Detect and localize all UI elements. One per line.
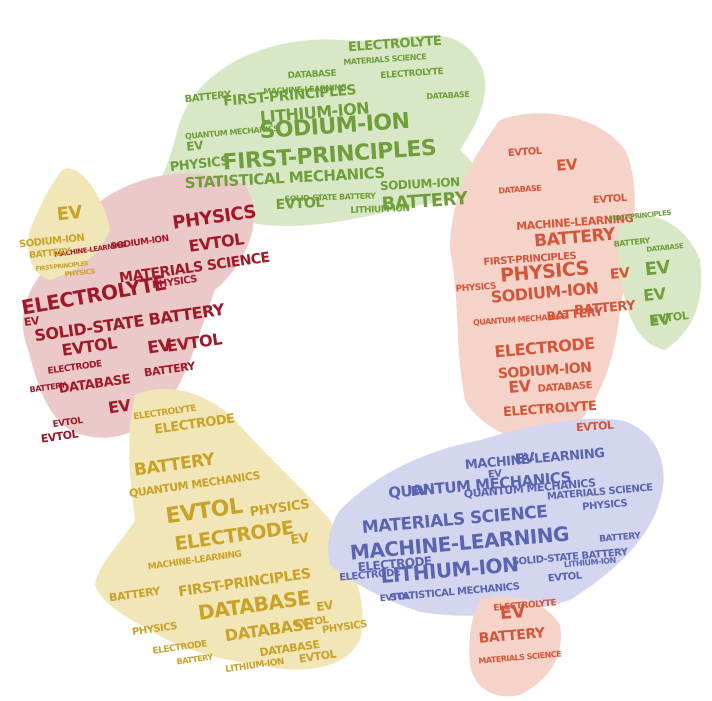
hand-shape-right <box>450 113 635 443</box>
word-right-15: Electrolyte <box>503 399 597 420</box>
hand-shape-top <box>160 34 486 226</box>
word-bottom-right-13: EV <box>410 483 430 500</box>
word-top-4: Machine-learning <box>263 83 346 96</box>
word-right-12: Sodium-ion <box>497 360 592 383</box>
word-top-17: Solid-state battery <box>284 191 376 203</box>
word-top-0: Electrolyte <box>348 34 442 55</box>
word-bottom-left-7: EV <box>290 531 310 548</box>
word-top-3: Electrolyte <box>380 67 444 81</box>
word-bottom-left-12: EV <box>315 598 334 614</box>
word-bottom-right-sleeve-1: Battery <box>478 625 547 647</box>
hand-shape-right-sleeve <box>617 215 702 350</box>
word-right-2: EVTOL <box>593 193 629 206</box>
word-right-19: Battery <box>546 305 604 324</box>
word-top-15: Sodium-ion <box>380 175 460 193</box>
word-top-19: Database <box>426 90 469 101</box>
word-right-8: EV <box>609 265 630 283</box>
word-bottom-right-2: EV <box>488 468 503 480</box>
word-right-17: Physics <box>455 282 496 295</box>
word-right-3: Database <box>498 184 541 196</box>
word-right-10: Battery <box>574 298 637 318</box>
word-top-9: EV <box>186 138 205 154</box>
word-top-16: Lithium-ion <box>350 204 409 216</box>
word-left-18: EVTOL <box>52 416 84 430</box>
hand-shape-left-sleeve <box>28 168 110 280</box>
word-right-14: Database <box>537 380 593 395</box>
word-left-6: EV <box>146 335 174 358</box>
word-bottom-right-7: Electrode <box>357 554 432 574</box>
hand-shape-bottom-left <box>95 389 363 670</box>
word-right-sleeve-3: EVTOL <box>650 309 689 326</box>
word-left-sleeve-0: EV <box>56 202 84 226</box>
word-right-13: EV <box>508 376 533 397</box>
word-bottom-right-sleeve-0: EV <box>499 601 527 624</box>
word-bottom-right-11: Physics <box>582 498 628 513</box>
word-right-sleeve-2: EV <box>648 310 672 330</box>
word-right-sleeve-0: EV <box>644 257 672 281</box>
word-bottom-right-18: EVTOL <box>379 592 411 605</box>
hand-shape-bottom-right <box>328 418 664 616</box>
word-right-sleeve-6: Battery <box>613 236 651 249</box>
word-top-12: Physics <box>169 154 230 175</box>
word-bottom-left-21: EVTOL <box>298 647 337 665</box>
word-left-sleeve-2: Battery <box>29 247 72 261</box>
hand-shape-bottom-right-sleeve <box>469 596 561 697</box>
word-left-17: EV <box>23 314 41 329</box>
word-bottom-left-20: Battery <box>176 652 214 666</box>
word-right-0: EV <box>556 155 579 174</box>
word-top-2: Database <box>287 69 336 82</box>
word-bottom-right-17: Electrode <box>339 567 401 583</box>
word-left-14: EVTOL <box>40 427 79 445</box>
word-bottom-right-14: Battery <box>599 531 642 545</box>
word-bottom-right-0: EV <box>514 450 535 468</box>
word-right-16: EVTOL <box>576 419 615 435</box>
word-right-sleeve-4: Database <box>646 242 684 254</box>
word-bottom-right-9: EVTOL <box>547 570 583 584</box>
word-left-9: EV <box>107 395 133 417</box>
word-top-13: EVTOL <box>275 195 325 214</box>
word-left-sleeve-4: Physics <box>64 267 96 278</box>
word-right-sleeve-1: EV <box>642 284 667 305</box>
word-bottom-left-13: EVTOL <box>294 615 330 631</box>
word-top-5: Battery <box>184 89 232 105</box>
word-right-1: EVTOL <box>508 146 544 159</box>
